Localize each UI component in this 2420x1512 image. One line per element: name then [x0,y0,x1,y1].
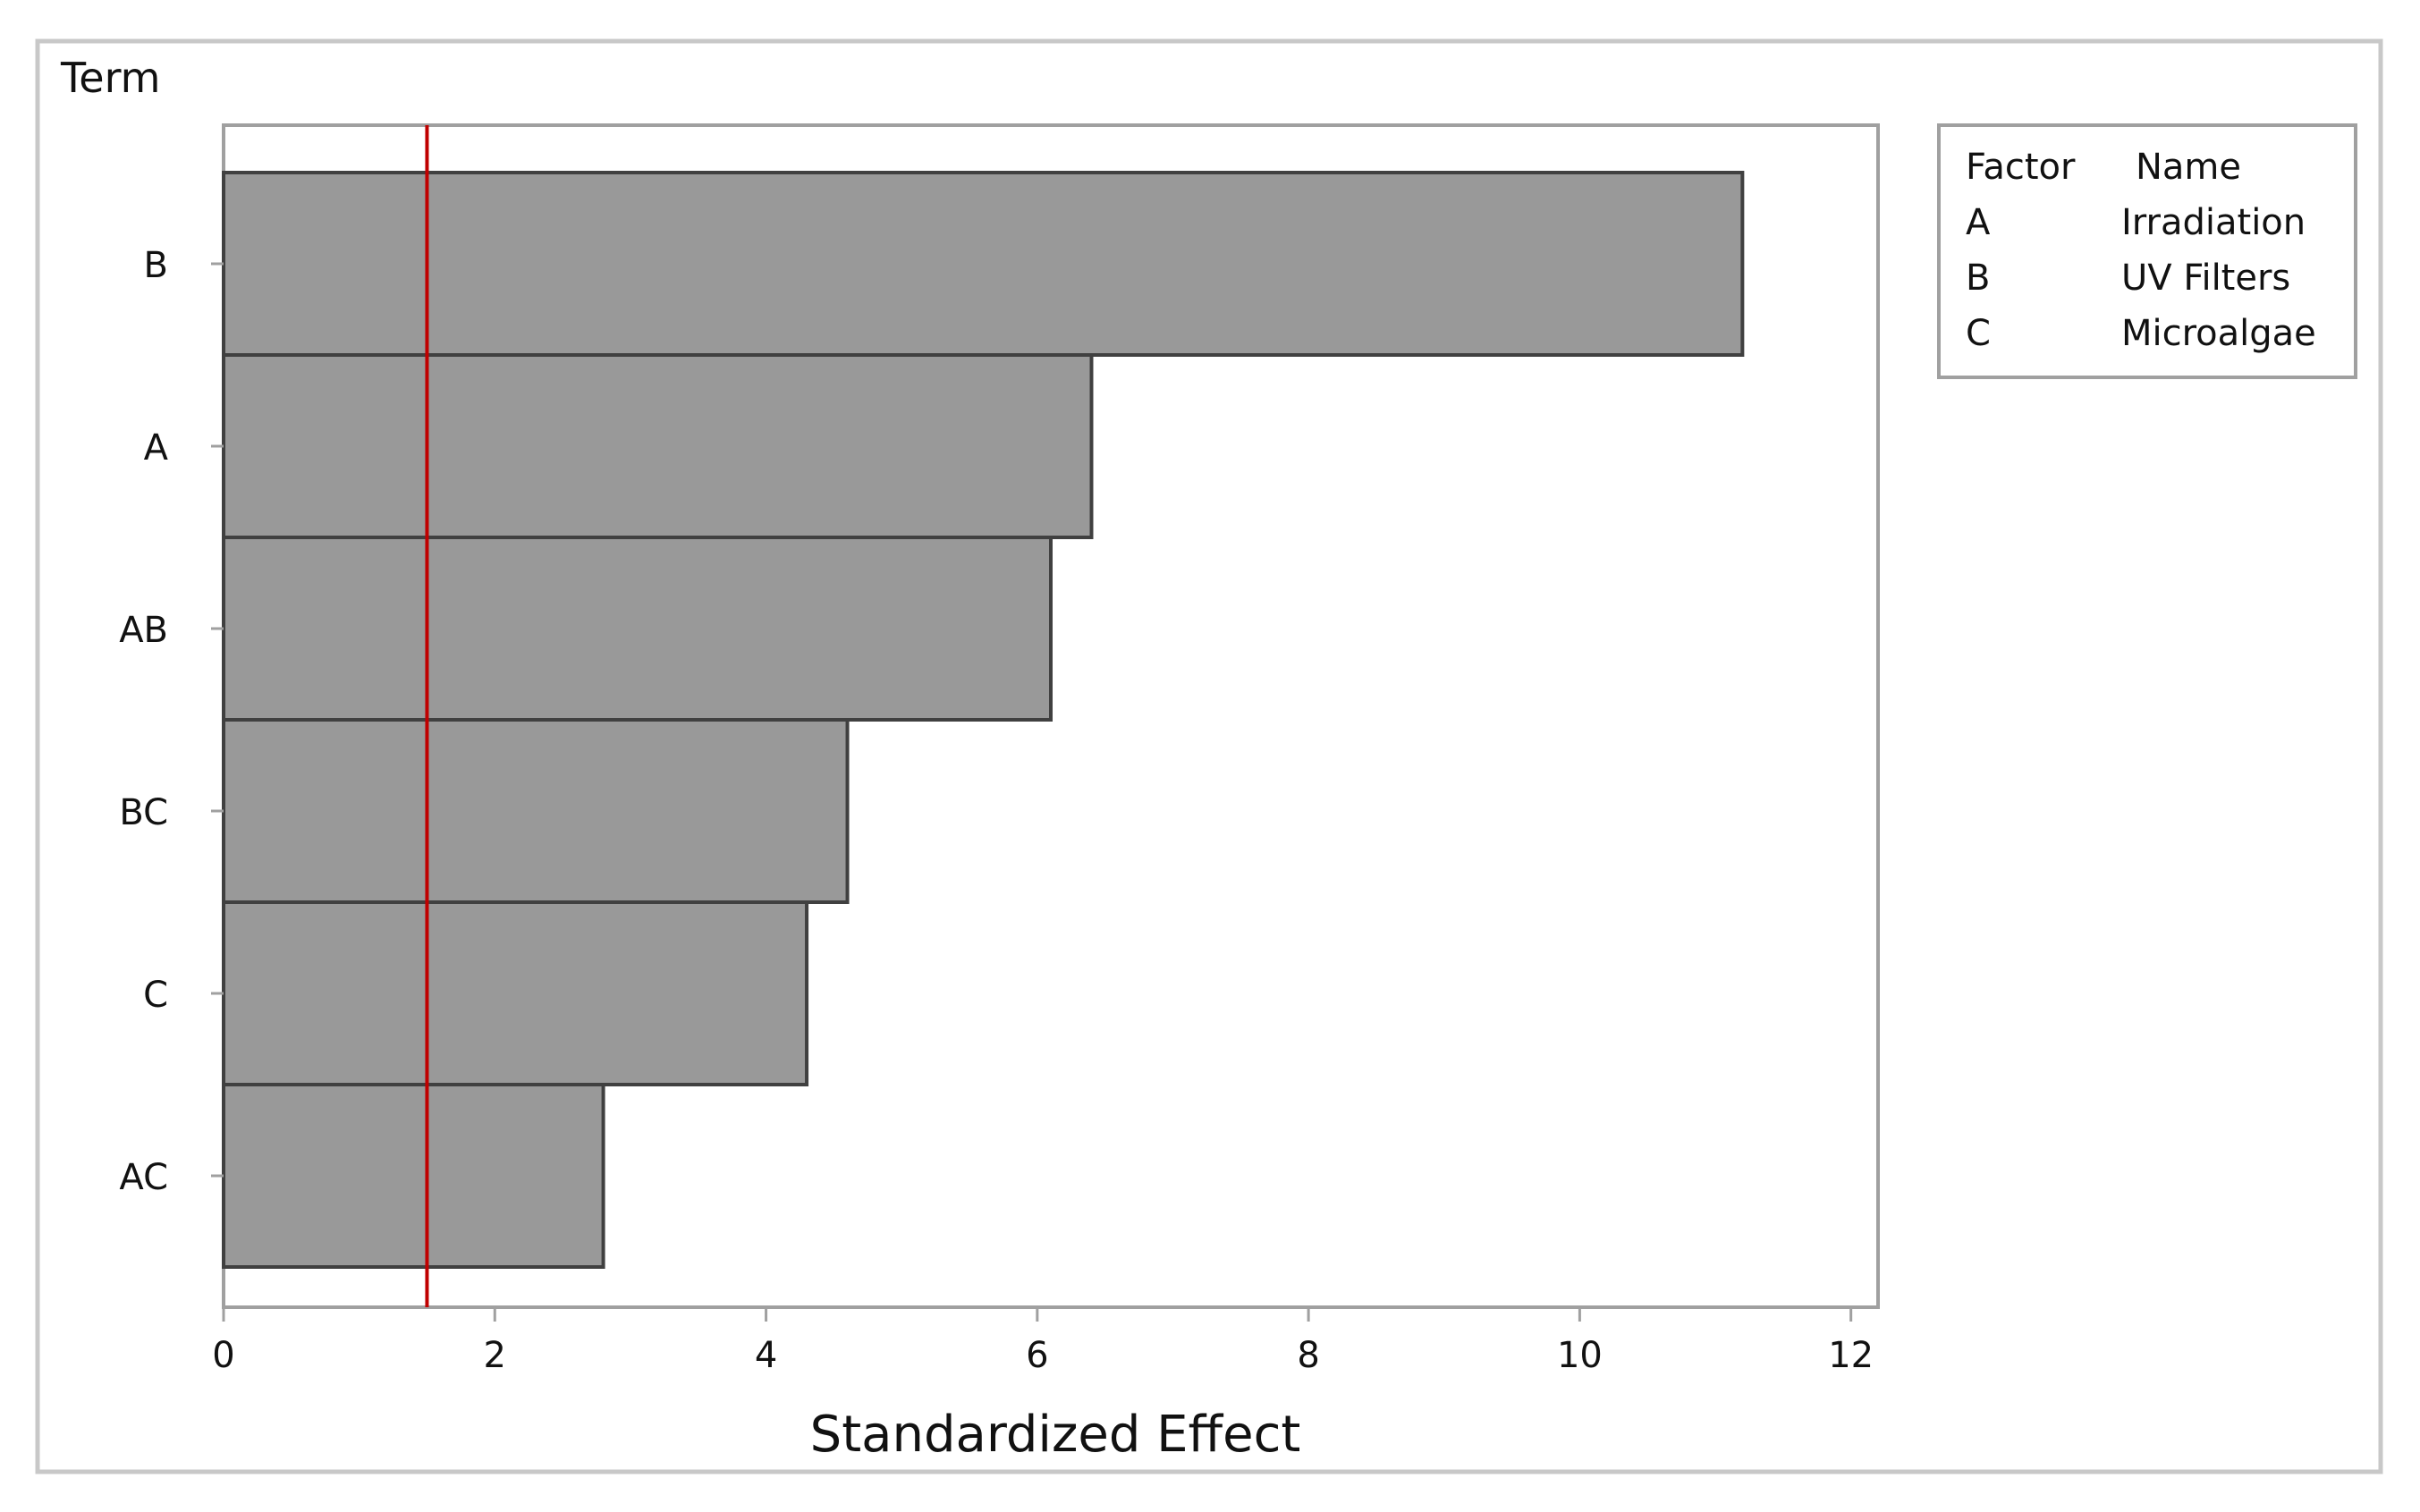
legend-box [1937,123,2357,379]
y-axis-title: Term [60,54,161,102]
y-tick-label-b: B [144,245,168,286]
legend-factor-b: B [1966,258,1990,299]
legend-name-c: Microalgae [2121,313,2316,354]
x-tick-label-8: 8 [1297,1335,1319,1376]
x-tick-label-2: 2 [484,1335,506,1376]
y-tick-label-bc: BC [119,792,168,833]
bar-c [222,900,809,1086]
bars-group [222,171,1745,1269]
bar-ac [222,1083,605,1269]
bar-bc [222,718,850,904]
x-tick-label-6: 6 [1026,1335,1048,1376]
y-tick-label-a: A [144,427,169,469]
legend-name-b: UV Filters [2121,258,2290,299]
bar-a [222,353,1094,539]
legend-factor-a: A [1966,202,1991,243]
y-tick-label-ab: AB [119,610,168,651]
x-tick-label-0: 0 [212,1335,234,1376]
y-tick-label-c: C [143,975,168,1016]
legend-factor-c: C [1966,313,1991,354]
bar-b [222,171,1745,357]
x-tick-label-12: 12 [1828,1335,1874,1376]
x-tick-label-10: 10 [1557,1335,1603,1376]
x-tick-label-4: 4 [755,1335,777,1376]
legend-name-a: Irradiation [2121,202,2306,243]
y-tick-label-ac: AC [119,1157,168,1198]
y-axis: B A AB BC C AC [119,245,224,1198]
legend-header-factor: Factor [1966,147,2076,188]
x-axis: 0 2 4 6 8 10 12 [212,1307,1874,1376]
legend-header-name: Name [2136,147,2241,188]
x-axis-title: Standardized Effect [810,1406,1301,1464]
legend: Factor Name A Irradiation B UV Filters C… [1937,123,2357,379]
bar-ab [222,536,1053,722]
